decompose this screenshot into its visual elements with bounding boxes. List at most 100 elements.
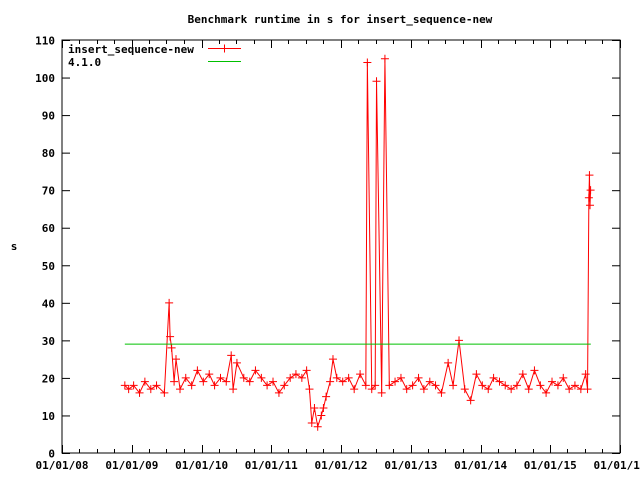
data-point [455,336,464,345]
data-point [581,370,590,379]
x-tick-label: 01/01/11 [245,459,298,472]
x-tick-label: 01/01/16 [594,459,640,472]
data-point [338,377,347,386]
data-point [419,385,428,394]
data-point [565,385,574,394]
data-point [363,58,372,67]
data-point [227,351,236,360]
y-tick-label: 0 [48,448,55,461]
data-point [332,373,341,382]
data-point [408,381,417,390]
y-tick-label: 90 [42,110,55,123]
data-point [205,370,214,379]
data-point [280,381,289,390]
data-point [548,377,557,386]
data-point [170,377,179,386]
data-point [181,373,190,382]
data-point [495,377,504,386]
data-point [414,373,423,382]
data-point [199,377,208,386]
y-tick-label: 30 [42,335,55,348]
data-point [396,373,405,382]
data-point [584,193,593,202]
data-point [269,377,278,386]
data-point [245,377,254,386]
data-point [518,370,527,379]
data-point [478,381,487,390]
data-point [193,366,202,375]
data-point [449,381,458,390]
series-line-0 [124,58,592,427]
data-point [229,385,238,394]
data-point [160,388,169,397]
data-point [165,298,174,307]
data-point [391,377,400,386]
data-point [313,422,322,431]
y-tick-label: 20 [42,372,55,385]
data-point [377,388,386,397]
data-point [167,343,176,352]
data-point [507,385,516,394]
data-point [302,366,311,375]
data-point [305,385,314,394]
data-point [380,54,389,63]
data-point [466,396,475,405]
data-point [239,373,248,382]
data-point [310,403,319,412]
data-point [444,358,453,367]
y-axis-label: s [11,240,18,253]
data-point [291,370,300,379]
data-point [176,385,185,394]
data-point [328,355,337,364]
plot-area [120,54,595,431]
y-tick-label: 80 [42,147,55,160]
data-point [135,388,144,397]
plot-border [61,39,621,454]
data-point [361,381,370,390]
data-point [297,373,306,382]
x-tick-label: 01/01/12 [315,459,368,472]
x-tick-label: 01/01/15 [524,459,577,472]
data-point [232,358,241,367]
chart-title: Benchmark runtime in s for insert_sequen… [188,13,493,26]
y-tick-label: 40 [42,297,55,310]
data-point [367,385,376,394]
data-point [372,77,381,86]
y-tick-label: 50 [42,260,55,273]
data-point [307,418,316,427]
y-tick-label: 70 [42,185,55,198]
data-point [536,381,545,390]
data-point [257,373,266,382]
data-point [431,381,440,390]
data-point [274,388,283,397]
y-tick-label: 110 [35,35,55,48]
data-point [570,381,579,390]
data-point [172,355,181,364]
legend: insert_sequence-new 4.1.0 [68,43,241,69]
data-point [484,385,493,394]
legend-label-series-0: insert_sequence-new [68,43,194,56]
data-point [146,385,155,394]
data-point [542,388,551,397]
axes: 0 10 20 30 40 50 60 70 80 90 100 110 01/01/08 01/01/0… [35,35,640,473]
data-point [344,373,353,382]
data-point [524,385,533,394]
data-point [166,332,175,341]
data-point [317,411,326,420]
data-point [586,186,595,195]
data-point [322,392,331,401]
data-point [187,381,196,390]
data-point [124,385,133,394]
x-tick-label: 01/01/08 [36,459,89,472]
data-point [222,377,231,386]
data-point [512,381,521,390]
legend-label-series-1: 4.1.0 [68,56,101,69]
x-tick-label: 01/01/10 [175,459,228,472]
data-point [586,201,595,210]
data-point [437,388,446,397]
x-tick-label: 01/01/13 [384,459,437,472]
data-point [216,373,225,382]
data-point [263,381,272,390]
